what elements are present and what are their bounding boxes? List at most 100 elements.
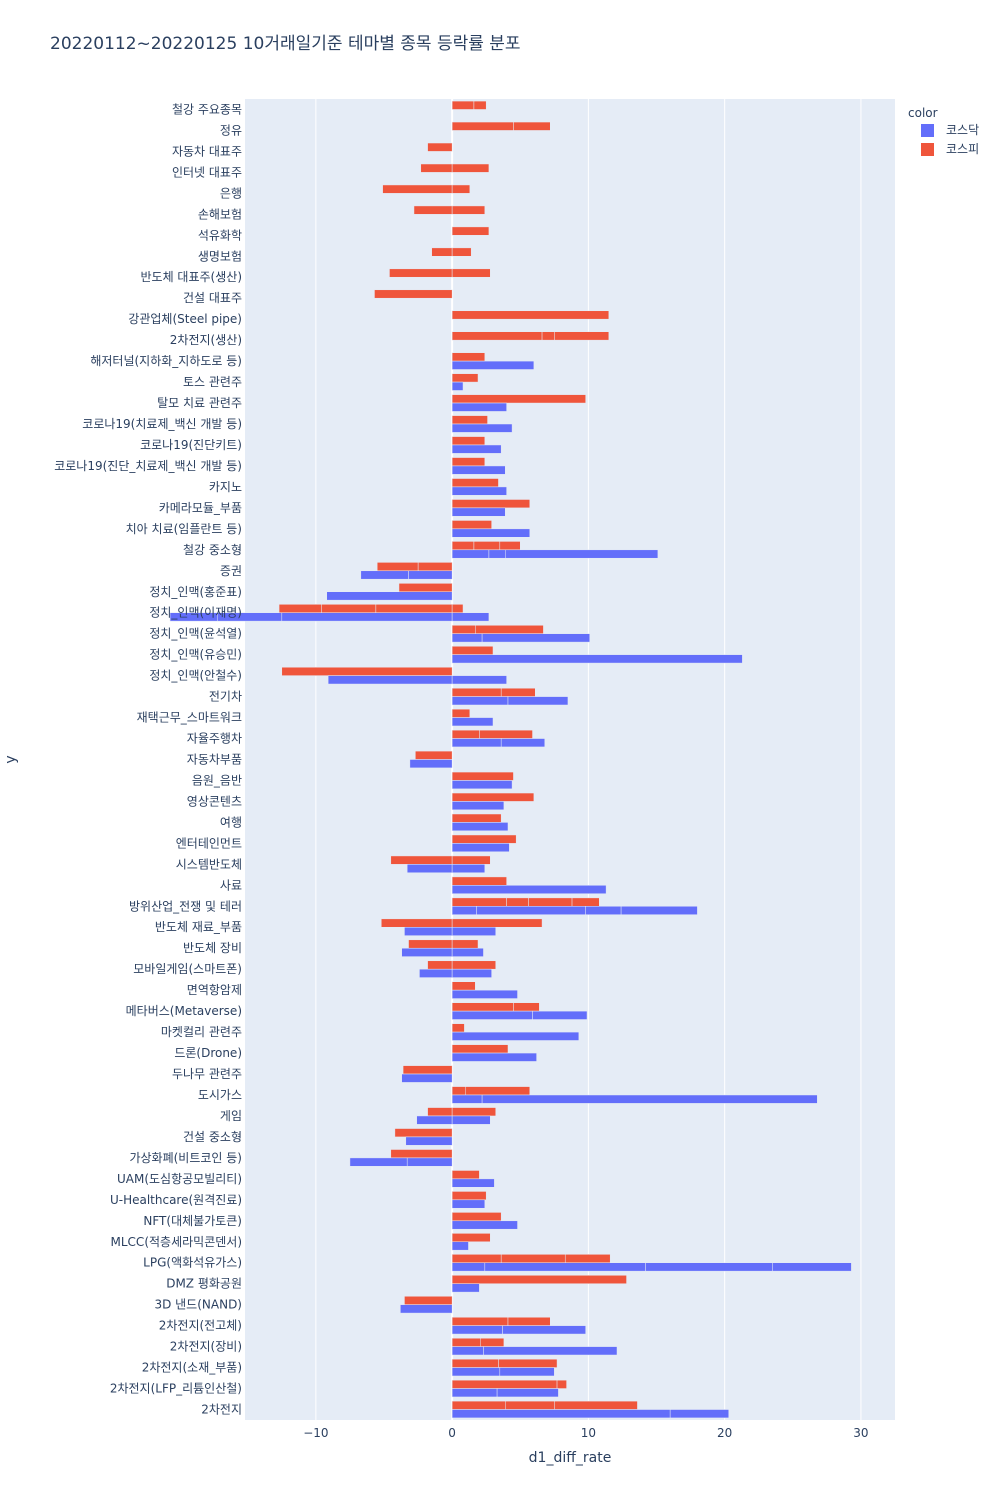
bar-kospi bbox=[451, 1275, 627, 1284]
bar-kosdaq bbox=[502, 1325, 586, 1335]
y-tick-label: 정치_인맥(윤석열) bbox=[149, 627, 242, 641]
x-tick-label: 0 bbox=[448, 1426, 456, 1440]
bar-kospi bbox=[281, 666, 453, 676]
legend-swatch-kospi[interactable] bbox=[921, 143, 934, 156]
y-tick-label: 정유 bbox=[220, 123, 242, 137]
bar-kosdaq bbox=[451, 843, 510, 853]
y-tick-label: 인터넷 대표주 bbox=[172, 165, 242, 179]
bar-kospi bbox=[528, 897, 573, 907]
bar-kosdaq bbox=[451, 864, 486, 873]
bar-kospi bbox=[374, 289, 453, 299]
bar-kosdaq bbox=[349, 1157, 408, 1167]
legend[interactable]: color 코스닥 코스피 bbox=[908, 106, 979, 156]
y-tick-label: 전기차 bbox=[209, 690, 242, 704]
legend-label-kosdaq[interactable]: 코스닥 bbox=[946, 123, 979, 137]
bar-kospi bbox=[451, 1358, 499, 1368]
bar-kosdaq bbox=[451, 465, 506, 475]
bar-kospi bbox=[451, 1316, 509, 1326]
bar-kosdaq bbox=[281, 612, 453, 622]
y-tick-label: 건설 중소형 bbox=[183, 1130, 242, 1144]
y-tick-label: 시스템반도체 bbox=[176, 857, 242, 871]
y-tick-label: 토스 관련주 bbox=[183, 375, 242, 389]
bar-kospi bbox=[451, 457, 486, 467]
bar-kosdaq bbox=[481, 633, 591, 643]
bar-kospi bbox=[451, 1254, 502, 1263]
bar-kospi bbox=[571, 897, 600, 907]
y-tick-label: 정치_인맥(안철수) bbox=[149, 669, 242, 683]
bar-kospi bbox=[451, 226, 490, 236]
bar-kosdaq bbox=[451, 1325, 503, 1335]
y-tick-label: 마켓컬리 관련주 bbox=[161, 1025, 242, 1039]
bar-kosdaq bbox=[620, 906, 698, 915]
bar-kospi bbox=[451, 834, 517, 844]
bar-kospi bbox=[499, 541, 521, 551]
bar-kosdaq bbox=[451, 1199, 486, 1209]
y-tick-label: 여행 bbox=[220, 814, 242, 829]
bar-kosdaq bbox=[406, 1157, 453, 1167]
y-tick-label: 코로나19(진단키트) bbox=[140, 438, 242, 452]
bar-kospi bbox=[506, 897, 529, 907]
x-tick-label: 30 bbox=[853, 1426, 868, 1440]
legend-label-kospi[interactable]: 코스피 bbox=[946, 142, 979, 156]
bar-kosdaq bbox=[451, 549, 490, 559]
bar-kospi bbox=[451, 625, 476, 634]
bar-kospi bbox=[404, 1296, 453, 1305]
bar-kospi bbox=[541, 331, 555, 341]
bar-kospi bbox=[451, 1044, 509, 1054]
bar-kosdaq bbox=[451, 947, 484, 957]
bar-kospi bbox=[451, 184, 471, 194]
bar-kospi bbox=[451, 1379, 558, 1389]
bar-kospi bbox=[451, 813, 502, 823]
y-tick-label: 건설 대표주 bbox=[183, 291, 242, 305]
bar-kospi bbox=[556, 1379, 567, 1389]
bar-kospi bbox=[451, 541, 475, 551]
bar-kospi bbox=[321, 604, 377, 613]
y-tick-label: 석유화학 bbox=[198, 228, 242, 242]
y-tick-label: 정치_인맥(홍준표) bbox=[149, 585, 242, 599]
y-tick-label: 반도체 장비 bbox=[183, 941, 242, 955]
y-tick-label: U-Healthcare(원격진료) bbox=[110, 1193, 242, 1207]
y-tick-label: 엔터테인먼트 bbox=[176, 836, 242, 850]
bar-kospi bbox=[500, 687, 536, 697]
bar-kospi bbox=[451, 415, 488, 425]
bar-kosdaq bbox=[451, 1262, 486, 1272]
bar-kosdaq bbox=[532, 1010, 588, 1020]
bar-kosdaq bbox=[400, 1304, 453, 1314]
bar-kosdaq bbox=[451, 1094, 483, 1104]
y-tick-label: 반도체 대표주(생산) bbox=[141, 270, 243, 284]
bar-kosdaq bbox=[451, 696, 509, 706]
bar-kospi bbox=[451, 1023, 465, 1033]
bar-kosdaq bbox=[481, 1094, 818, 1104]
y-tick-label: 면역항암제 bbox=[187, 983, 242, 997]
y-tick-label: 강관업체(Steel pipe) bbox=[128, 312, 242, 326]
y-tick-label: 생명보험 bbox=[198, 249, 242, 263]
bar-kospi bbox=[564, 1254, 611, 1263]
bars bbox=[169, 100, 852, 1419]
bar-kosdaq bbox=[451, 654, 743, 664]
y-tick-label: 자동차부품 bbox=[187, 753, 242, 767]
chart-title: 20220112~20220125 10거래일기준 테마별 종목 등락률 분포 bbox=[50, 34, 521, 54]
bar-kospi bbox=[451, 897, 507, 907]
y-tick-label: 드론(Drone) bbox=[174, 1046, 242, 1060]
bar-kospi bbox=[451, 708, 471, 718]
y-tick-label: 자동차 대표주 bbox=[172, 144, 242, 158]
bar-kosdaq bbox=[645, 1262, 773, 1272]
bar-kosdaq bbox=[419, 968, 453, 978]
y-tick-label: 음원_음반 bbox=[192, 773, 242, 787]
bar-kospi bbox=[451, 771, 514, 781]
bar-kospi bbox=[451, 1337, 481, 1347]
bar-kosdaq bbox=[451, 675, 507, 685]
legend-title: color bbox=[908, 106, 938, 120]
bar-kosdaq bbox=[451, 780, 513, 790]
bar-kospi bbox=[554, 1400, 638, 1410]
legend-swatch-kosdaq[interactable] bbox=[921, 124, 934, 137]
bar-kospi bbox=[451, 520, 492, 530]
bar-kosdaq bbox=[451, 822, 509, 832]
bar-kosdaq bbox=[451, 1010, 533, 1020]
y-tick-label: 반도체 재료_부품 bbox=[155, 920, 242, 934]
x-axis-title: d1_diff_rate bbox=[529, 1450, 612, 1466]
bar-kospi bbox=[451, 1212, 502, 1222]
bar-kosdaq bbox=[451, 486, 507, 496]
bar-kospi bbox=[398, 583, 453, 593]
y-tick-label: DMZ 평화공원 bbox=[166, 1277, 242, 1291]
